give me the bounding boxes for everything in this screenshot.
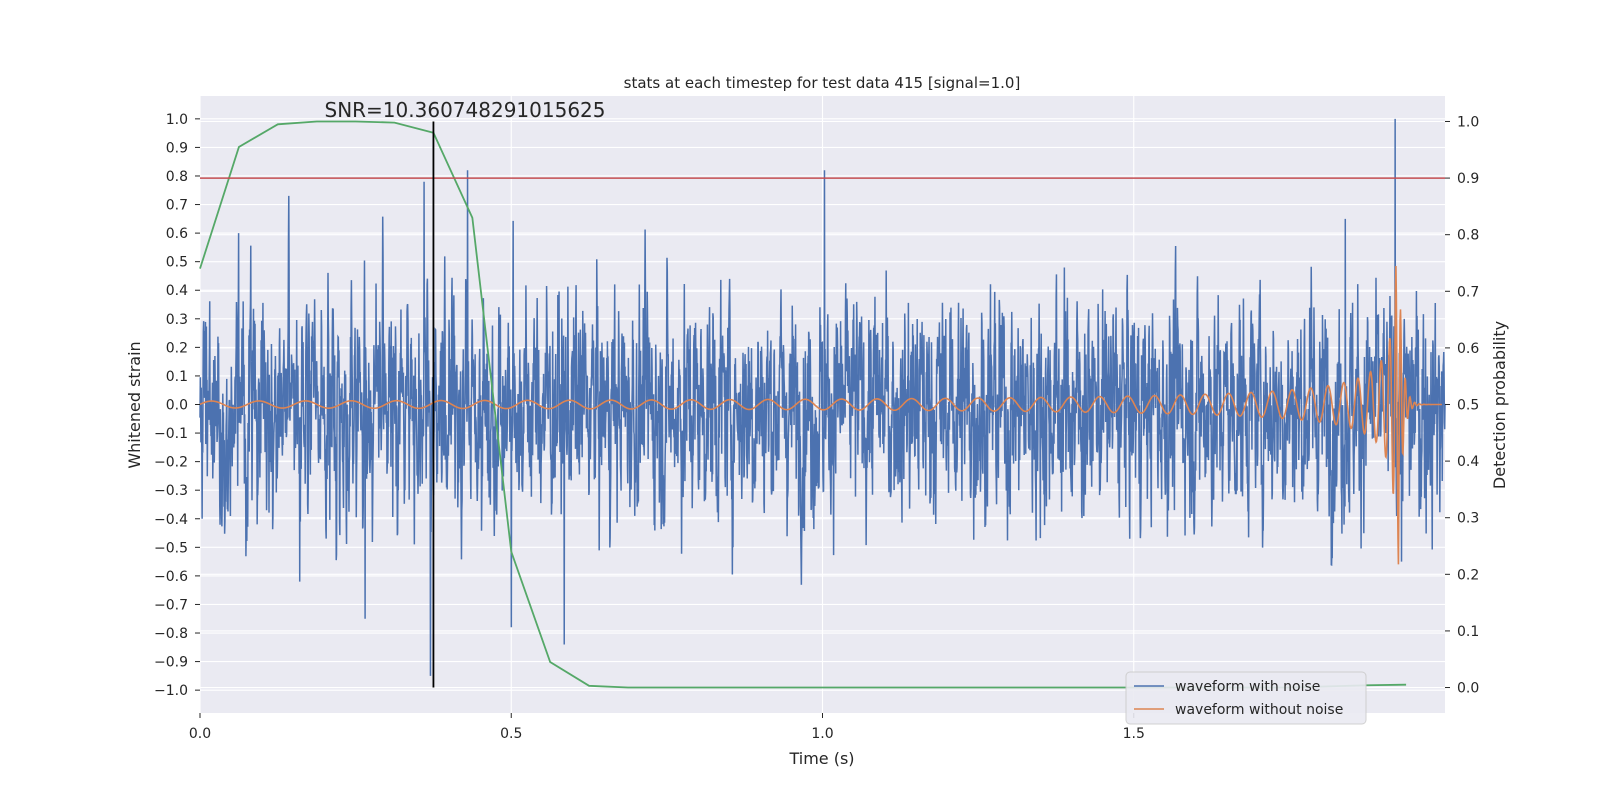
y-right-tick-label: 0.4 [1457,454,1479,470]
y-tick-label: −0.3 [154,483,188,499]
y-right-tick-label: 0.1 [1457,624,1479,640]
y-right-tick-label: 0.6 [1457,341,1479,357]
right-axis-ticks: 1.0 0.9 0.8 0.7 0.6 0.5 0.4 0.3 0.2 0.1 0.0 [1445,114,1479,697]
legend-label-waveform-with-noise: waveform with noise [1175,679,1320,695]
snr-annotation: SNR=10.360748291015625 [325,98,606,122]
legend: waveform with noise waveform without noi… [1125,671,1367,725]
y-tick-label: −0.2 [154,455,188,471]
y-tick-label: 1.0 [166,112,188,128]
y-tick-label: −0.6 [154,569,188,585]
y-tick-label: 0.8 [166,169,188,185]
series-waveform-with-noise [199,118,1446,676]
left-axis-ticks: 1.0 0.9 0.8 0.7 0.6 0.5 0.4 0.3 0.2 0.1 0.0 −0.1 −0.… [154,112,200,699]
y-tick-label: −0.7 [154,597,188,613]
y-axis-label-left: Whitened strain [125,341,144,468]
y-axis-label-right: Detection probability [1490,321,1509,489]
y-right-tick-label: 0.5 [1457,398,1479,414]
y-right-tick-label: 0.2 [1457,567,1479,583]
y-tick-label: 0.9 [166,140,188,156]
x-tick-label: 1.0 [811,726,833,742]
x-tick-label: 0.0 [189,726,211,742]
series-waveform-without-noise [199,266,1442,565]
y-tick-label: 0.5 [166,255,188,271]
y-right-tick-label: 0.9 [1457,171,1479,187]
y-right-tick-label: 0.3 [1457,511,1479,527]
y-right-tick-label: 0.8 [1457,228,1479,244]
legend-box [1125,671,1367,725]
y-tick-label: 0.6 [166,226,188,242]
x-axis-label: Time (s) [788,749,854,768]
y-right-tick-label: 1.0 [1457,114,1479,130]
legend-label-waveform-without-noise: waveform without noise [1175,702,1343,718]
y-tick-label: 0.0 [166,398,188,414]
x-tick-label: 1.5 [1123,726,1145,742]
y-tick-label: 0.2 [166,340,188,356]
chart-title: stats at each timestep for test data 415… [624,74,1021,92]
y-tick-label: −0.8 [154,626,188,642]
y-tick-label: −0.4 [154,512,188,528]
y-tick-label: 0.7 [166,198,188,214]
y-tick-label: −0.9 [154,655,188,671]
y-right-tick-label: 0.7 [1457,284,1479,300]
y-tick-label: −1.0 [154,683,188,699]
y-tick-label: 0.1 [166,369,188,385]
y-right-tick-label: 0.0 [1457,681,1479,697]
overlay-layer [200,121,1445,688]
x-tick-label: 0.5 [500,726,522,742]
x-axis-ticks: 0.0 0.5 1.0 1.5 [189,713,1145,742]
y-tick-label: −0.1 [154,426,188,442]
y-tick-label: 0.4 [166,283,188,299]
y-tick-label: −0.5 [154,540,188,556]
y-tick-label: 0.3 [166,312,188,328]
